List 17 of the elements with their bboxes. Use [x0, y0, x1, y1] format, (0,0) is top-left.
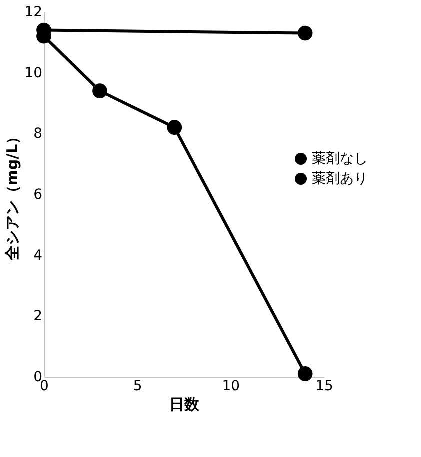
- x-tick-label: 15: [316, 378, 334, 394]
- x-tick-label: 5: [133, 378, 142, 394]
- y-tick-label: 4: [34, 248, 43, 264]
- y-tick-label: 10: [24, 65, 42, 82]
- point: [298, 26, 313, 41]
- legend-label: 薬剤なし: [312, 151, 368, 167]
- x-axis-title: 日数: [170, 396, 200, 414]
- legend-label: 薬剤あり: [312, 171, 368, 187]
- x-tick-label: 10: [222, 378, 240, 394]
- y-tick-label: 6: [34, 187, 43, 203]
- point: [92, 84, 108, 98]
- y-axis-title: 全シアン（mg/L）: [4, 129, 22, 262]
- point: [167, 120, 182, 135]
- y-tick-label: 8: [34, 126, 42, 142]
- y-tick-label: 2: [34, 308, 42, 325]
- y-tick-label: 12: [24, 4, 42, 20]
- point: [298, 366, 313, 382]
